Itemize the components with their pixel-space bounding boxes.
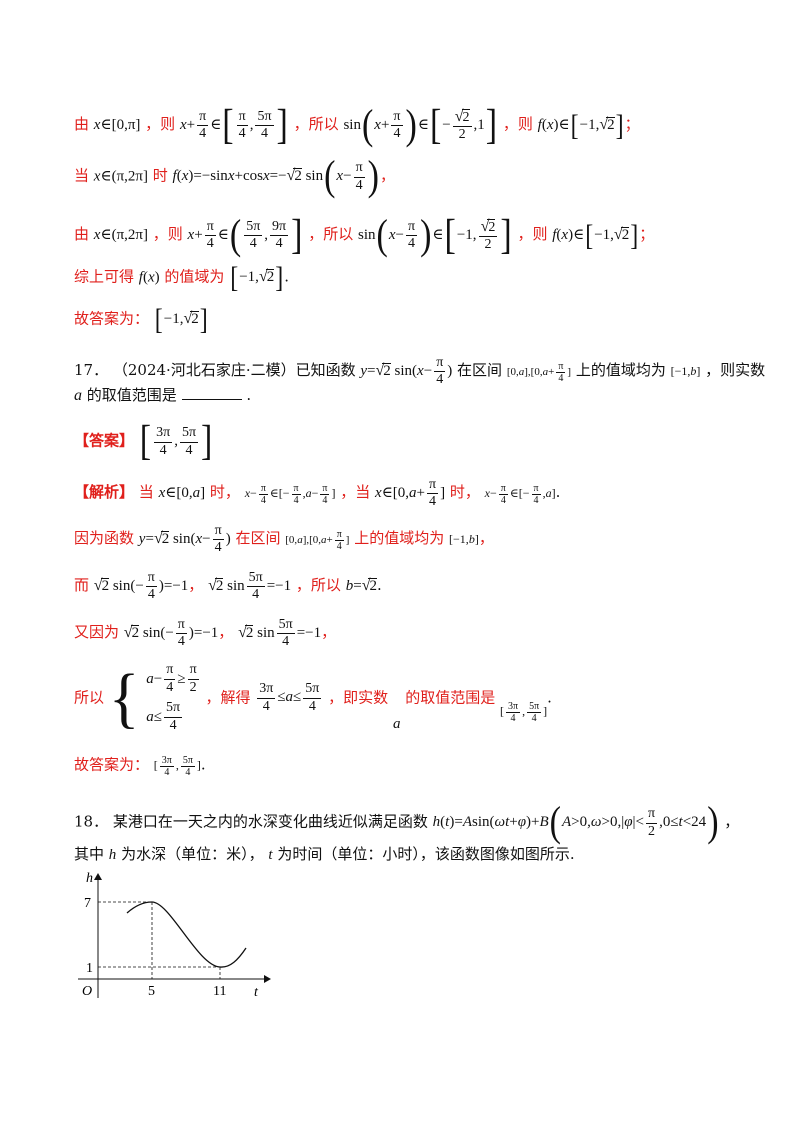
solution-line-3: 由 x∈(π,2π] ，则 x+ π 4 ∈(5π 4, 9π 4] ，所以 sin(x− π… <box>74 212 655 259</box>
solution-17-line-2: 因为函数 y=√2 sin(x− π 4) 在区间 [0,a],[0,a+ π 4] 上… <box>74 523 494 556</box>
text: 当 <box>138 483 154 502</box>
text: 时， <box>449 483 480 502</box>
text: ，则 <box>145 115 176 134</box>
text: 某港口在一天之内的水深变化曲线近似满足函数 <box>112 812 428 831</box>
text: 由 <box>74 225 90 244</box>
text: 时， <box>209 483 240 502</box>
text: 而 <box>74 576 90 595</box>
x-axis-label: t <box>254 985 259 1000</box>
question-17-line-2: a 的取值范围是 . <box>74 386 252 404</box>
y-tick-1: 1 <box>86 961 93 976</box>
text: ，则 <box>152 225 183 244</box>
text: ，所以 <box>293 115 339 134</box>
text: 的值域为 <box>164 267 225 286</box>
text: ，解得 <box>205 688 251 707</box>
y-tick-7: 7 <box>84 896 91 911</box>
text: ，则 <box>502 115 533 134</box>
answer-line-16: 故答案为： [−1,√2] <box>74 303 208 337</box>
solution-17-line-1: 【解析】 当 x∈[0,a] 时， x− π 4 ∈[− π 4 ,a− π 4] ，当 x∈[… <box>74 477 561 510</box>
solution-line-2: 当 x∈(π,2π] 时 f(x)=−sinx+cosx=−√2 sin(x− π… <box>74 153 395 200</box>
y-axis-label: h <box>86 871 93 886</box>
solution-17-line-5: 所以 { a − π 4 ≥ π 2 a ≤5π 4 ，解得 3π 4 ≤a≤ 5π 4 ，即实数 a … <box>74 660 552 735</box>
text: 其中 <box>74 845 105 863</box>
text: 上的值域均为 <box>354 529 445 548</box>
sine-curve <box>126 901 247 968</box>
text: ，即实数 <box>328 688 389 707</box>
text: 又因为 <box>74 623 120 642</box>
question-number: 17． <box>74 361 109 380</box>
text: 为时间（单位：小时），该函数图像如图所示. <box>277 845 575 863</box>
solution-17-line-3: 而 √2 sin(− π 4)=−1， √2 sin 5π 4 =−1 ，所以 b=√2. <box>74 570 382 603</box>
text: 当 <box>74 166 90 185</box>
text: 的取值范围是 <box>86 386 177 404</box>
solution-line-1: 由 x∈[0,π] ，则 x+ π 4 ∈[π 4, 5π 4] ，所以 sin(x+ π 4)… <box>74 102 640 149</box>
answer-line-17: 故答案为： [3π 4, 5π 4]. <box>74 755 206 778</box>
x-tick-5: 5 <box>148 984 155 999</box>
text: 综上可得 <box>74 267 135 286</box>
text: （2024·河北石家庄·二模）已知函数 <box>112 361 356 380</box>
solution-17-line-4: 又因为 √2 sin(− π 4)=−1， √2 sin 5π 4 =−1， <box>74 617 337 650</box>
text: 在区间 <box>457 361 503 380</box>
solution-line-4: 综上可得 f(x) 的值域为 [−1,√2]. <box>74 261 289 295</box>
answer-label: 【答案】 <box>74 431 135 450</box>
answer-blank <box>181 387 242 400</box>
question-number: 18． <box>74 812 109 831</box>
text: 由 <box>74 115 90 134</box>
text: 在区间 <box>235 529 281 548</box>
water-depth-graph: h t O 7 1 5 11 <box>78 871 271 1000</box>
text: 时 <box>152 166 168 185</box>
text: ， <box>724 812 740 831</box>
answer-17: 【答案】 [3π 4, 5π 4] <box>74 418 213 465</box>
text: ，则 <box>517 225 548 244</box>
text: 上的值域均为 <box>575 361 666 380</box>
question-18: 18． 某港口在一天之内的水深变化曲线近似满足函数 h(t)=Asin(ωt+φ… <box>74 799 740 846</box>
origin-label: O <box>82 984 92 999</box>
text: 的取值范围是 <box>405 688 496 707</box>
text: 故答案为： <box>74 755 150 774</box>
text: . <box>246 386 252 404</box>
x-tick-11: 11 <box>213 984 226 999</box>
text: ，则实数 <box>705 361 766 380</box>
text: 因为函数 <box>74 529 135 548</box>
text: ，当 <box>340 483 371 502</box>
text: 为水深（单位：米）， <box>121 845 264 863</box>
text: ，所以 <box>308 225 354 244</box>
question-18-line-2: 其中 h 为水深（单位：米）， t 为时间（单位：小时），该函数图像如图所示. <box>74 845 575 863</box>
text: 所以 <box>74 688 105 707</box>
text: 故答案为： <box>74 309 150 328</box>
question-17: 17． （2024·河北石家庄·二模）已知函数 y=√2 sin(x− π 4) 在… <box>74 355 766 388</box>
text: ，所以 <box>295 576 341 595</box>
analysis-label: 【解析】 <box>74 483 135 502</box>
